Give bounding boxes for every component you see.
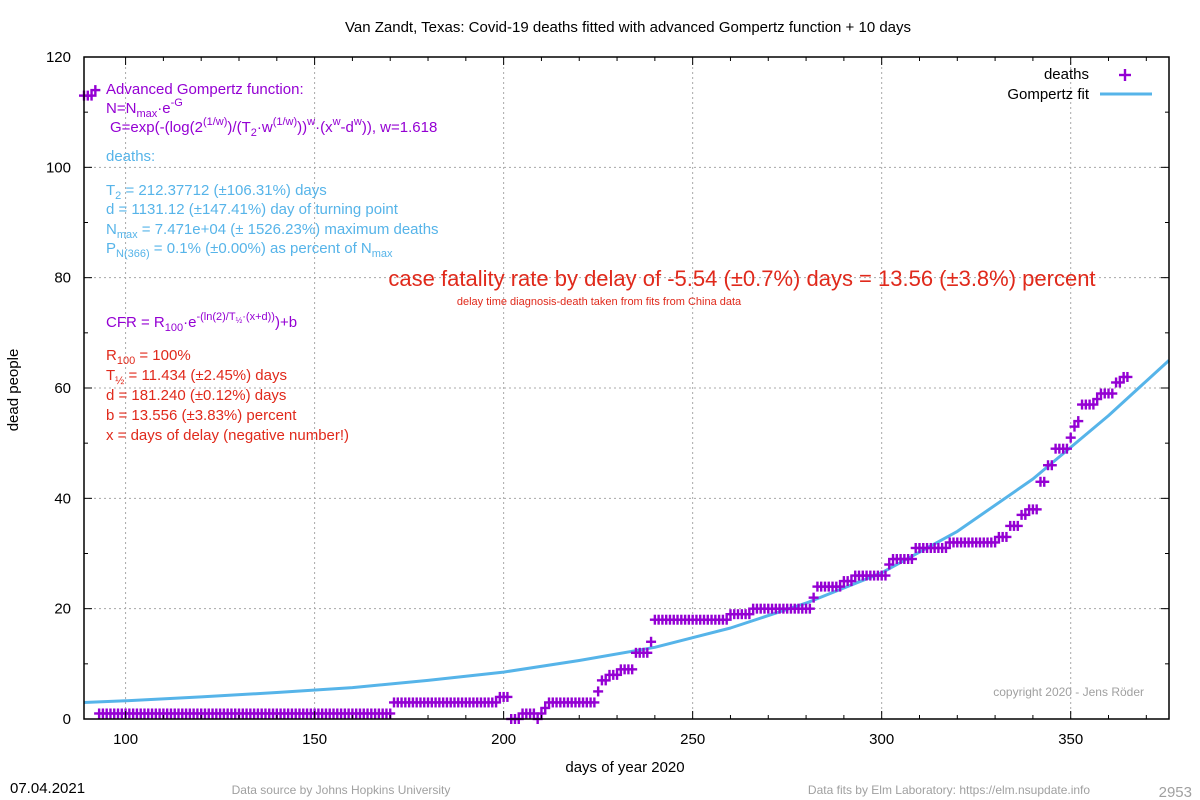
x-axis-label: days of year 2020 <box>565 759 684 776</box>
grid-lines <box>84 57 1169 719</box>
y-tick-label: 60 <box>54 380 71 397</box>
death-point <box>744 609 755 620</box>
gompertz-title: Advanced Gompertz function: <box>106 81 304 98</box>
death-point <box>1039 476 1050 487</box>
b-parameter: b = 13.556 (±3.83%) percent <box>106 407 297 424</box>
legend: deaths Gompertz fit <box>1007 66 1152 103</box>
y-tick-label: 40 <box>54 490 71 507</box>
y-tick-label: 100 <box>46 159 71 176</box>
death-point <box>593 686 604 697</box>
x-tick-label: 300 <box>869 731 894 748</box>
death-point <box>990 537 1001 548</box>
y-tick-label: 0 <box>63 711 71 728</box>
death-point <box>90 85 101 96</box>
nmax-parameter: Nmax = 7.471e+04 (± 1526.23%) maximum de… <box>106 221 439 241</box>
death-point <box>646 636 657 647</box>
r100-parameter: R100 = 100% <box>106 347 191 367</box>
x-tick-label: 250 <box>680 731 705 748</box>
death-point <box>627 664 638 675</box>
y-axis-label: dead people <box>5 349 22 432</box>
cfr-headline: case fatality rate by delay of -5.54 (±0… <box>388 266 1095 291</box>
death-point <box>600 675 611 686</box>
t2-parameter: T2 = 212.37712 (±106.31%) days <box>106 182 327 202</box>
death-point <box>1069 421 1080 432</box>
death-point <box>846 576 857 587</box>
death-point <box>808 592 819 603</box>
y-tick-label: 20 <box>54 601 71 618</box>
x-tick-label: 100 <box>113 731 138 748</box>
gompertz-fit-line <box>83 359 1171 704</box>
deaths-parameters-label: deaths: <box>106 148 155 165</box>
death-point <box>906 554 917 565</box>
death-point <box>1122 371 1133 382</box>
x-tick-label: 350 <box>1058 731 1083 748</box>
footer-date: 07.04.2021 <box>10 780 85 797</box>
x-tick-label: 200 <box>491 731 516 748</box>
death-point <box>940 542 951 553</box>
death-point <box>835 581 846 592</box>
thalf-parameter: T½ = 11.434 (±2.45%) days <box>106 367 287 387</box>
axis-ticks: 100 150 200 250 300 350 0 20 40 60 80 100 120 <box>46 49 1169 748</box>
copyright: copyright 2020 - Jens Röder <box>993 685 1144 699</box>
y-tick-label: 80 <box>54 270 71 287</box>
p-parameter: PN(366) = 0.1% (±0.00%) as percent of Nm… <box>106 240 393 260</box>
death-point <box>502 691 513 702</box>
death-point <box>1088 399 1099 410</box>
cfr-parameters: R100 = 100% T½ = 11.434 (±2.45%) days d … <box>106 347 349 444</box>
death-point <box>880 570 891 581</box>
death-point <box>589 697 600 708</box>
cfr-formula: CFR = R100·e-(ln(2)/T½·(x+d)))+b <box>106 311 297 334</box>
death-point <box>1061 443 1072 454</box>
death-point <box>540 702 551 713</box>
death-point <box>1020 509 1031 520</box>
death-point <box>1065 432 1076 443</box>
death-point <box>1001 531 1012 542</box>
death-point <box>1107 388 1118 399</box>
death-point <box>804 603 815 614</box>
legend-fit-label: Gompertz fit <box>1007 86 1090 103</box>
y-tick-label: 120 <box>46 49 71 66</box>
cfr-subtitle: delay time diagnosis-death taken from fi… <box>457 296 742 308</box>
death-point <box>491 697 502 708</box>
legend-deaths-label: deaths <box>1044 66 1089 83</box>
footer-source: Data source by Johns Hopkins University <box>232 783 451 797</box>
chart-title: Van Zandt, Texas: Covid-19 deaths fitted… <box>345 19 911 36</box>
x-parameter: x = days of delay (negative number!) <box>106 427 349 444</box>
death-point <box>1092 394 1103 405</box>
death-point <box>86 90 97 101</box>
d-parameter: d = 1131.12 (±147.41%) day of turning po… <box>106 201 399 218</box>
death-point <box>1114 377 1125 388</box>
death-point <box>884 559 895 570</box>
x-tick-label: 150 <box>302 731 327 748</box>
gompertz-equation-n: N=Nmax·e-G <box>106 97 183 120</box>
death-point <box>1031 504 1042 515</box>
death-point <box>1046 460 1057 471</box>
legend-deaths-marker <box>1119 69 1131 81</box>
gompertz-annotation: Advanced Gompertz function: N=Nmax·e-G G… <box>106 81 437 139</box>
gompertz-equation-g: G=exp(-(log(2(1/w))/(T2·w(1/w)))w·(xw-dw… <box>110 116 437 139</box>
death-point <box>1012 520 1023 531</box>
footer-fits: Data fits by Elm Laboratory: https://elm… <box>808 783 1090 797</box>
death-point <box>721 614 732 625</box>
death-point <box>1073 416 1084 427</box>
footer-id: 2953 <box>1159 784 1192 800</box>
deaths-series <box>79 85 1133 724</box>
fit-series <box>83 359 1171 704</box>
deaths-fit-parameters: deaths: T2 = 212.37712 (±106.31%) days d… <box>106 148 439 260</box>
death-point <box>642 647 653 658</box>
death-point <box>612 669 623 680</box>
d2-parameter: d = 181.240 (±0.12%) days <box>106 387 286 404</box>
